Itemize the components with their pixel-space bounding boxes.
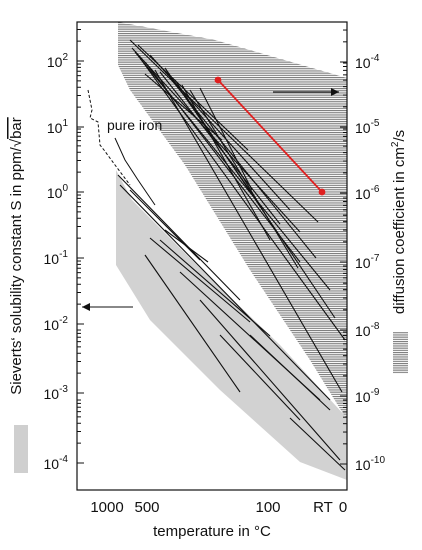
pure-iron-dashed	[87, 89, 131, 186]
solubility-line-7	[199, 299, 341, 461]
left-tick-2: 100	[47, 183, 69, 201]
left-tick-1: 101	[47, 118, 69, 136]
right-tick-labels: 10-4 10-5 10-6 10-7 10-8 10-9 10-10	[355, 53, 385, 473]
diffusion-line-10	[137, 44, 249, 151]
solubility-lines	[117, 174, 346, 471]
solubility-line-9	[249, 334, 331, 411]
diffusion-line-3	[139, 57, 346, 341]
right-tick-5: 10-9	[355, 387, 380, 405]
arrow-right-head	[331, 88, 339, 96]
right-tick-1: 10-5	[355, 118, 380, 136]
solubility-line-2	[129, 189, 201, 261]
left-tick-labels: 102 101 100 10-1 10-2 10-3 10-4	[44, 52, 69, 472]
solubility-line-3	[149, 237, 251, 323]
diffusion-line-6	[154, 69, 343, 393]
x-tick-1000: 1000	[90, 499, 123, 516]
red-point-1	[214, 76, 222, 84]
solubility-line-5	[144, 254, 241, 393]
right-tick-4: 10-8	[355, 321, 380, 339]
x-tick-500: 500	[134, 499, 159, 516]
red-series-line	[217, 79, 323, 193]
diffusion-line-14	[189, 89, 299, 269]
x-tick-rt: RT	[313, 499, 333, 516]
solubility-line-10	[289, 417, 346, 471]
diffusion-lines	[129, 39, 346, 393]
arrow-left-head	[82, 303, 90, 311]
left-tick-4: 10-2	[44, 315, 69, 333]
annotation-pure-iron: pure iron	[107, 117, 162, 133]
solubility-line-8	[219, 334, 301, 421]
left-tick-0: 102	[47, 52, 69, 70]
solubility-line-11	[164, 229, 209, 263]
left-axis-label: Sieverts‘ solubility constant S in ppm/√…	[8, 117, 25, 395]
diffusion-line-0	[129, 39, 319, 223]
svg-text:diffusion coefficient in cm2/s: diffusion coefficient in cm2/s	[390, 130, 408, 314]
right-tick-6: 10-10	[355, 455, 385, 473]
left-axis-ticks	[77, 29, 84, 464]
diffusion-line-15	[199, 87, 253, 191]
pure-iron-solid	[114, 137, 156, 206]
solubility-line-1	[119, 184, 331, 401]
legend-swatch-solubility	[14, 425, 28, 473]
svg-text:Sieverts‘ solubility constant: Sieverts‘ solubility constant S in ppm/√…	[8, 117, 25, 395]
left-tick-5: 10-3	[44, 384, 69, 402]
x-tick-labels: 1000 500 100 RT 0	[90, 499, 347, 516]
diffusion-band	[118, 22, 347, 420]
left-tick-3: 10-1	[44, 249, 69, 267]
right-axis-ticks	[340, 29, 347, 465]
solubility-line-4	[159, 239, 271, 337]
right-axis-label: diffusion coefficient in cm2/s	[390, 130, 408, 314]
sqrt-symbol: √	[8, 138, 25, 147]
right-tick-2: 10-6	[355, 184, 380, 202]
x-tick-100: 100	[255, 499, 280, 516]
right-tick-3: 10-7	[355, 253, 380, 271]
red-point-2	[318, 188, 326, 196]
diffusion-line-11	[144, 73, 223, 141]
plot-frame	[76, 21, 348, 491]
diffusion-line-13	[181, 84, 271, 241]
x-tick-0: 0	[339, 499, 347, 516]
left-tick-6: 10-4	[44, 454, 69, 472]
solubility-line-0	[117, 174, 241, 301]
right-tick-0: 10-4	[355, 53, 380, 71]
legend-swatch-diffusion	[393, 332, 408, 374]
x-axis-label: temperature in °C	[153, 523, 271, 540]
